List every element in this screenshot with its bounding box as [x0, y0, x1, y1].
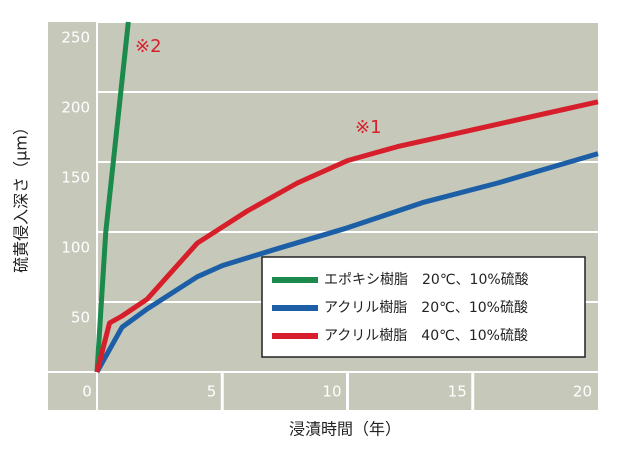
series-line [94, 21, 131, 373]
y-axis-label: 硫黄侵入深さ（μm） [12, 119, 31, 273]
legend-label: エポキシ樹脂 20℃、10%硫酸 [324, 272, 529, 288]
x-tick-label: 0 [82, 383, 92, 401]
series-line [94, 151, 599, 374]
annotation: ※2 [135, 36, 162, 57]
y-tick-label: 200 [61, 99, 90, 117]
x-tick-label: 10 [322, 383, 341, 401]
series-line [94, 99, 599, 373]
legend-label: アクリル樹脂 20℃、10%硫酸 [324, 300, 528, 316]
x-axis-label: 浸漬時間（年） [289, 420, 401, 439]
annotation: ※1 [355, 117, 382, 138]
x-tick-label: 15 [448, 383, 467, 401]
y-tick-label: 250 [61, 29, 90, 47]
y-tick-label: 150 [61, 169, 90, 187]
x-tick-label: 5 [207, 383, 217, 401]
y-tick-label: 100 [61, 239, 90, 257]
y-tick-label: 50 [71, 309, 90, 327]
legend-label: アクリル樹脂 40℃、10%硫酸 [324, 328, 528, 344]
x-tick-label: 20 [573, 383, 592, 401]
